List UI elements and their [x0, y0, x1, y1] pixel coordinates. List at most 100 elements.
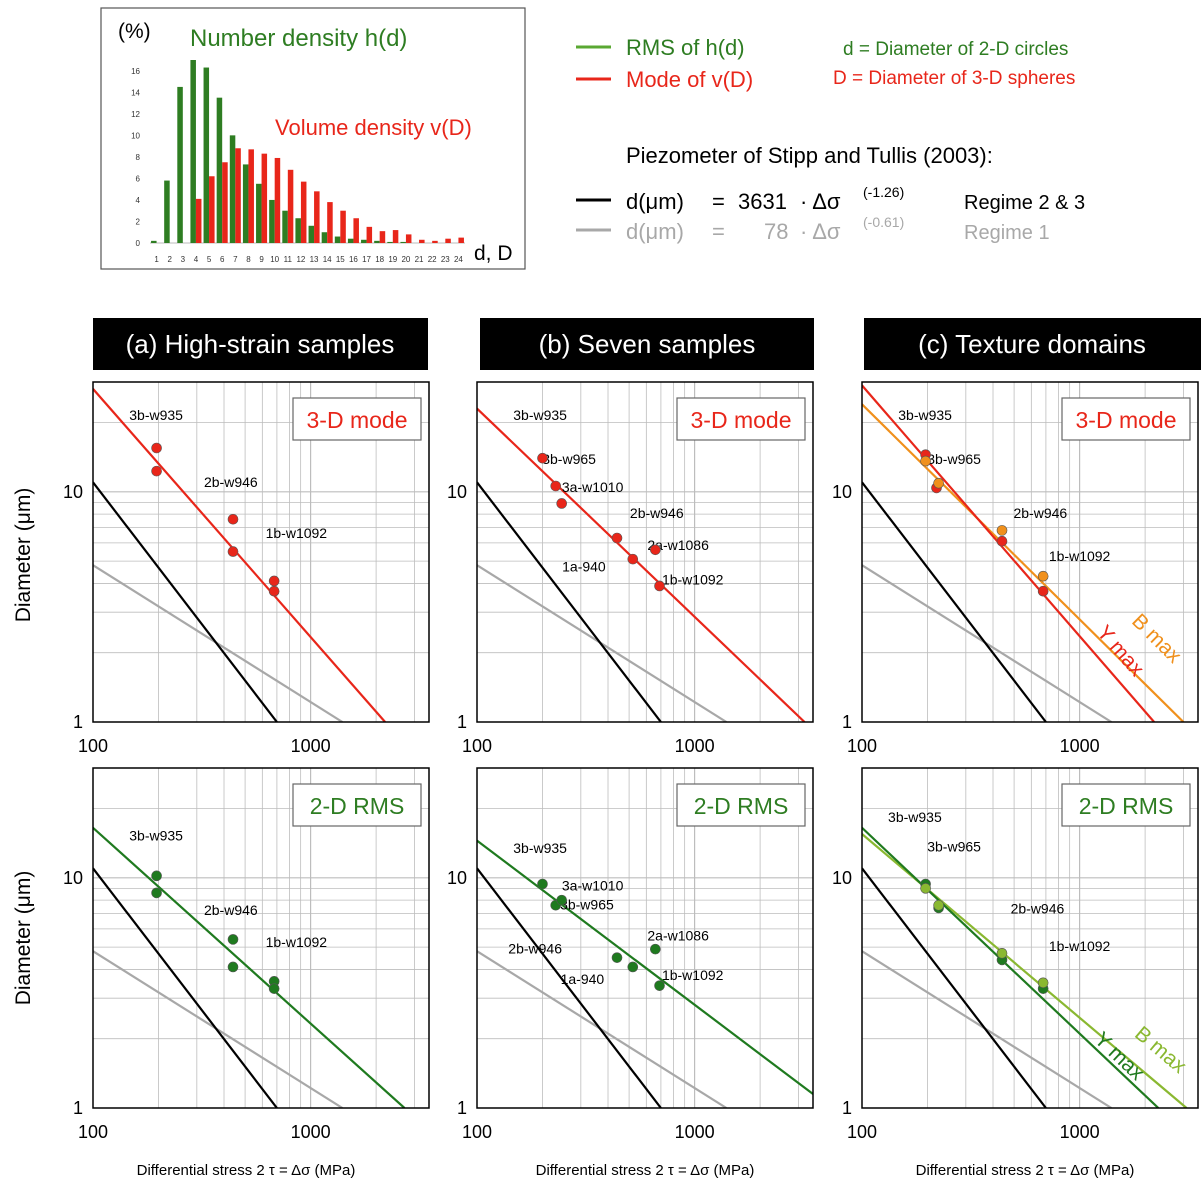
tick-labels: 100 1000 1 10 — [447, 482, 715, 756]
inset-bar-number-density — [400, 241, 406, 243]
point-label: 3b-w935 — [129, 828, 183, 844]
data-point — [151, 442, 162, 454]
legend-eq2-equals: = — [712, 219, 725, 244]
inset-bar-volume-density — [432, 240, 438, 243]
point-label: 3b-w935 — [513, 840, 567, 856]
piezometer-regime23-line — [93, 867, 278, 1108]
inset-bar-volume-density — [419, 239, 425, 243]
header-b-text: (b) Seven samples — [539, 329, 756, 359]
inset-x-tick-label: 1 — [154, 255, 159, 264]
point-labels: 3b-w935 3a-w1010 3b-w965 2a-w1086 2b-w946 1a-… — [508, 840, 723, 987]
y-tick-label: 10 — [447, 868, 467, 888]
data-point — [151, 887, 162, 899]
point-label: 3b-w965 — [542, 451, 596, 467]
inset-bar-volume-density — [340, 210, 346, 243]
data-point — [611, 952, 623, 963]
inset-bar-volume-density — [235, 148, 241, 243]
inset-y-tick-label: 2 — [136, 217, 141, 226]
inset-bar-number-density — [269, 199, 275, 243]
inset-x-tick-label: 18 — [375, 255, 384, 264]
panel-label: 2-D RMS — [694, 793, 789, 819]
legend-piezometer-title: Piezometer of Stipp and Tullis (2003): — [626, 143, 993, 168]
inset-x-tick-label: 2 — [167, 255, 172, 264]
data-point — [227, 513, 239, 525]
lines — [862, 826, 1188, 1108]
inset-bar-number-density — [308, 225, 315, 243]
panel-label: 3-D mode — [307, 407, 408, 433]
inset-bar-volume-density — [314, 191, 320, 243]
data-point — [227, 961, 239, 973]
x-tick-label: 100 — [78, 1122, 108, 1142]
inset-bar-number-density — [242, 164, 249, 243]
x-tick-label: 100 — [78, 736, 108, 756]
point-label: 2a-w1086 — [647, 927, 709, 943]
plot-frame — [861, 381, 1199, 723]
header-b-bg — [480, 318, 814, 370]
inset-x-tick-label: 13 — [310, 255, 319, 264]
point-label: 3b-w965 — [927, 451, 981, 467]
tick-labels: 100 1000 1 10 — [832, 868, 1100, 1142]
inset-x-tick-label: 4 — [194, 255, 199, 264]
point-label: 3b-w965 — [560, 896, 614, 912]
fit-line — [93, 388, 386, 722]
x-tick-label: 1000 — [1060, 1122, 1100, 1142]
x-tick-label: 100 — [462, 736, 492, 756]
point-label: 2a-w1086 — [647, 537, 709, 553]
x-axis-label-b: Differential stress 2 τ = Δσ (MPa) — [536, 1162, 755, 1179]
legend-eq2-coefficient: 78 — [764, 219, 788, 244]
data-point — [920, 455, 931, 467]
x-tick-label: 100 — [462, 1122, 492, 1142]
y-tick-label: 1 — [73, 712, 83, 732]
point-label: 1b-w1092 — [662, 572, 724, 588]
inset-bar-volume-density — [445, 238, 451, 243]
lines — [93, 388, 386, 722]
inset-bar-volume-density — [261, 153, 268, 243]
inset-y-tick-label: 6 — [136, 174, 141, 183]
data-point — [268, 585, 280, 597]
data-point — [1037, 570, 1049, 582]
data-point — [227, 546, 239, 557]
y-tick-label: 10 — [63, 482, 83, 502]
inset-x-tick-label: 19 — [388, 255, 397, 264]
data-point — [654, 580, 665, 592]
y-tick-label: 1 — [457, 1098, 467, 1118]
point-label: 2b-w946 — [204, 474, 258, 490]
panel-b-mode: 3b-w935 3b-w965 3a-w1010 2b-w946 2a-w1086 1a-… — [447, 381, 814, 756]
point-label: 2b-w946 — [1013, 505, 1067, 521]
point-label: 2b-w946 — [1011, 900, 1065, 916]
point-labels: 3b-w935 2b-w946 1b-w1092 — [129, 828, 327, 950]
point-label: 1b-w1092 — [1049, 548, 1111, 564]
inset-bar-volume-density — [366, 226, 373, 243]
data-point — [268, 575, 280, 587]
lines — [477, 407, 806, 722]
legend-d-definition: d = Diameter of 2-D circles — [843, 39, 1068, 60]
plot-frame — [92, 381, 430, 723]
data-point — [996, 525, 1008, 536]
inset-bar-number-density — [151, 240, 157, 243]
inset-x-tick-label: 17 — [362, 255, 371, 264]
inset-volume-density-label: Volume density v(D) — [275, 115, 472, 140]
inset-bar-number-density — [387, 241, 393, 243]
inset-x-tick-label: 23 — [441, 255, 450, 264]
inset-bar-number-density — [295, 218, 301, 243]
piezometer-regime23-line — [477, 867, 662, 1108]
tick-labels: 100 1000 1 10 — [447, 868, 715, 1142]
x-axis-label-a: Differential stress 2 τ = Δσ (MPa) — [137, 1162, 356, 1179]
inset-x-tick-label: 11 — [284, 255, 293, 264]
inset-bar-volume-density — [405, 234, 412, 243]
point-label: 1b-w1092 — [662, 967, 724, 983]
point-label: 3b-w935 — [888, 809, 942, 825]
inset-y-tick-label: 16 — [131, 67, 140, 76]
fit-line — [862, 384, 1155, 722]
inset-bars — [150, 60, 465, 244]
inset-x-tick-label: 3 — [181, 255, 186, 264]
inset-x-tick-label: 20 — [401, 255, 410, 264]
y-tick-label: 10 — [832, 868, 852, 888]
legend-mode-label: Mode of v(D) — [626, 67, 753, 92]
inset-x-tick-label: 9 — [259, 255, 264, 264]
inset-x-tick-label: 6 — [220, 255, 225, 264]
x-tick-label: 1000 — [675, 736, 715, 756]
inset-bar-volume-density — [209, 176, 215, 243]
